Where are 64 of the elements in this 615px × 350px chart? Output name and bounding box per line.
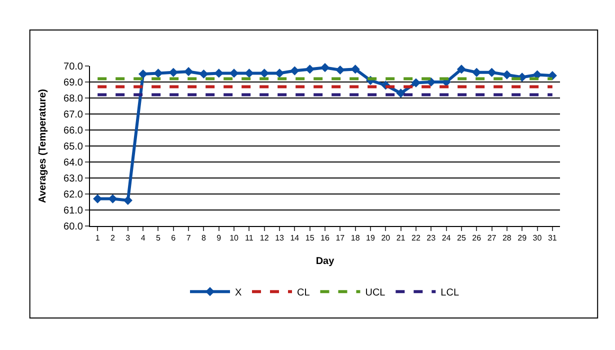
x-tick-label: 15 bbox=[305, 234, 315, 243]
x-tick-label: 22 bbox=[412, 234, 421, 243]
x-tick-label: 18 bbox=[350, 234, 360, 243]
x-tick-label: 9 bbox=[216, 234, 222, 243]
legend-label: UCL bbox=[365, 288, 386, 298]
y-tick-label: 64.0 bbox=[64, 158, 84, 168]
point bbox=[199, 69, 208, 79]
point bbox=[168, 68, 178, 77]
point bbox=[274, 68, 284, 78]
x-tick-label: 21 bbox=[396, 234, 406, 243]
point bbox=[336, 65, 345, 75]
x-tick-label: 1 bbox=[95, 234, 100, 243]
y-axis-title: Averages (Temperature) bbox=[38, 89, 49, 203]
point bbox=[502, 70, 512, 80]
x-tick-label: 13 bbox=[275, 234, 285, 243]
y-tick-label: 67.0 bbox=[64, 110, 84, 120]
x-tick-label: 5 bbox=[156, 234, 162, 243]
y-tick-label: 66.0 bbox=[64, 126, 84, 136]
x-tick-label: 14 bbox=[290, 234, 300, 243]
legend-label: LCL bbox=[440, 288, 460, 298]
x-tick-label: 25 bbox=[456, 234, 466, 243]
x-tick-label: 26 bbox=[472, 234, 482, 243]
x-tick-label: 10 bbox=[230, 234, 240, 243]
x-tick-label: 31 bbox=[548, 234, 558, 243]
x-tick-label: 23 bbox=[426, 234, 436, 243]
point bbox=[426, 77, 436, 87]
y-tick-label: 62.0 bbox=[64, 190, 84, 200]
x-tick-label: 8 bbox=[201, 234, 206, 243]
x-tick-label: 16 bbox=[320, 234, 330, 243]
y-tick-label: 68.0 bbox=[64, 94, 84, 104]
y-tick-label: 60.0 bbox=[64, 222, 84, 232]
x-tick-label: 27 bbox=[487, 234, 497, 243]
x-tick-label: 6 bbox=[171, 234, 176, 243]
x-tick-label: 30 bbox=[532, 234, 542, 243]
point bbox=[229, 68, 239, 78]
x-tick-label: 11 bbox=[245, 234, 254, 243]
point bbox=[456, 64, 466, 74]
point bbox=[138, 69, 148, 79]
point bbox=[411, 78, 421, 88]
y-tick-label: 65.0 bbox=[64, 142, 84, 152]
point bbox=[396, 88, 406, 98]
x-tick-label: 7 bbox=[186, 234, 192, 243]
x-tick-label: 20 bbox=[381, 234, 391, 243]
x-tick-label: 2 bbox=[110, 234, 116, 243]
point bbox=[320, 63, 330, 72]
y-tick-label: 69.0 bbox=[64, 78, 84, 88]
legend-label: CL bbox=[297, 288, 310, 298]
point bbox=[184, 67, 194, 76]
x-axis-title: Day bbox=[316, 256, 335, 268]
y-tick-label: 70.0 bbox=[64, 62, 84, 72]
point bbox=[290, 66, 300, 76]
x-tick-label: 3 bbox=[126, 234, 131, 243]
x-tick-label: 4 bbox=[140, 234, 146, 243]
x-tick-label: 24 bbox=[442, 234, 452, 243]
x-tick-label: 17 bbox=[336, 234, 346, 243]
x-tick-label: 19 bbox=[366, 234, 376, 243]
point bbox=[305, 64, 314, 74]
legend-label: X bbox=[235, 288, 242, 298]
x-tick-label: 28 bbox=[502, 234, 512, 243]
x-tick-label: 29 bbox=[518, 234, 528, 243]
point bbox=[123, 196, 132, 205]
y-tick-label: 63.0 bbox=[64, 174, 84, 184]
x-tick-label: 12 bbox=[260, 234, 270, 243]
y-tick-label: 61.0 bbox=[64, 206, 84, 216]
